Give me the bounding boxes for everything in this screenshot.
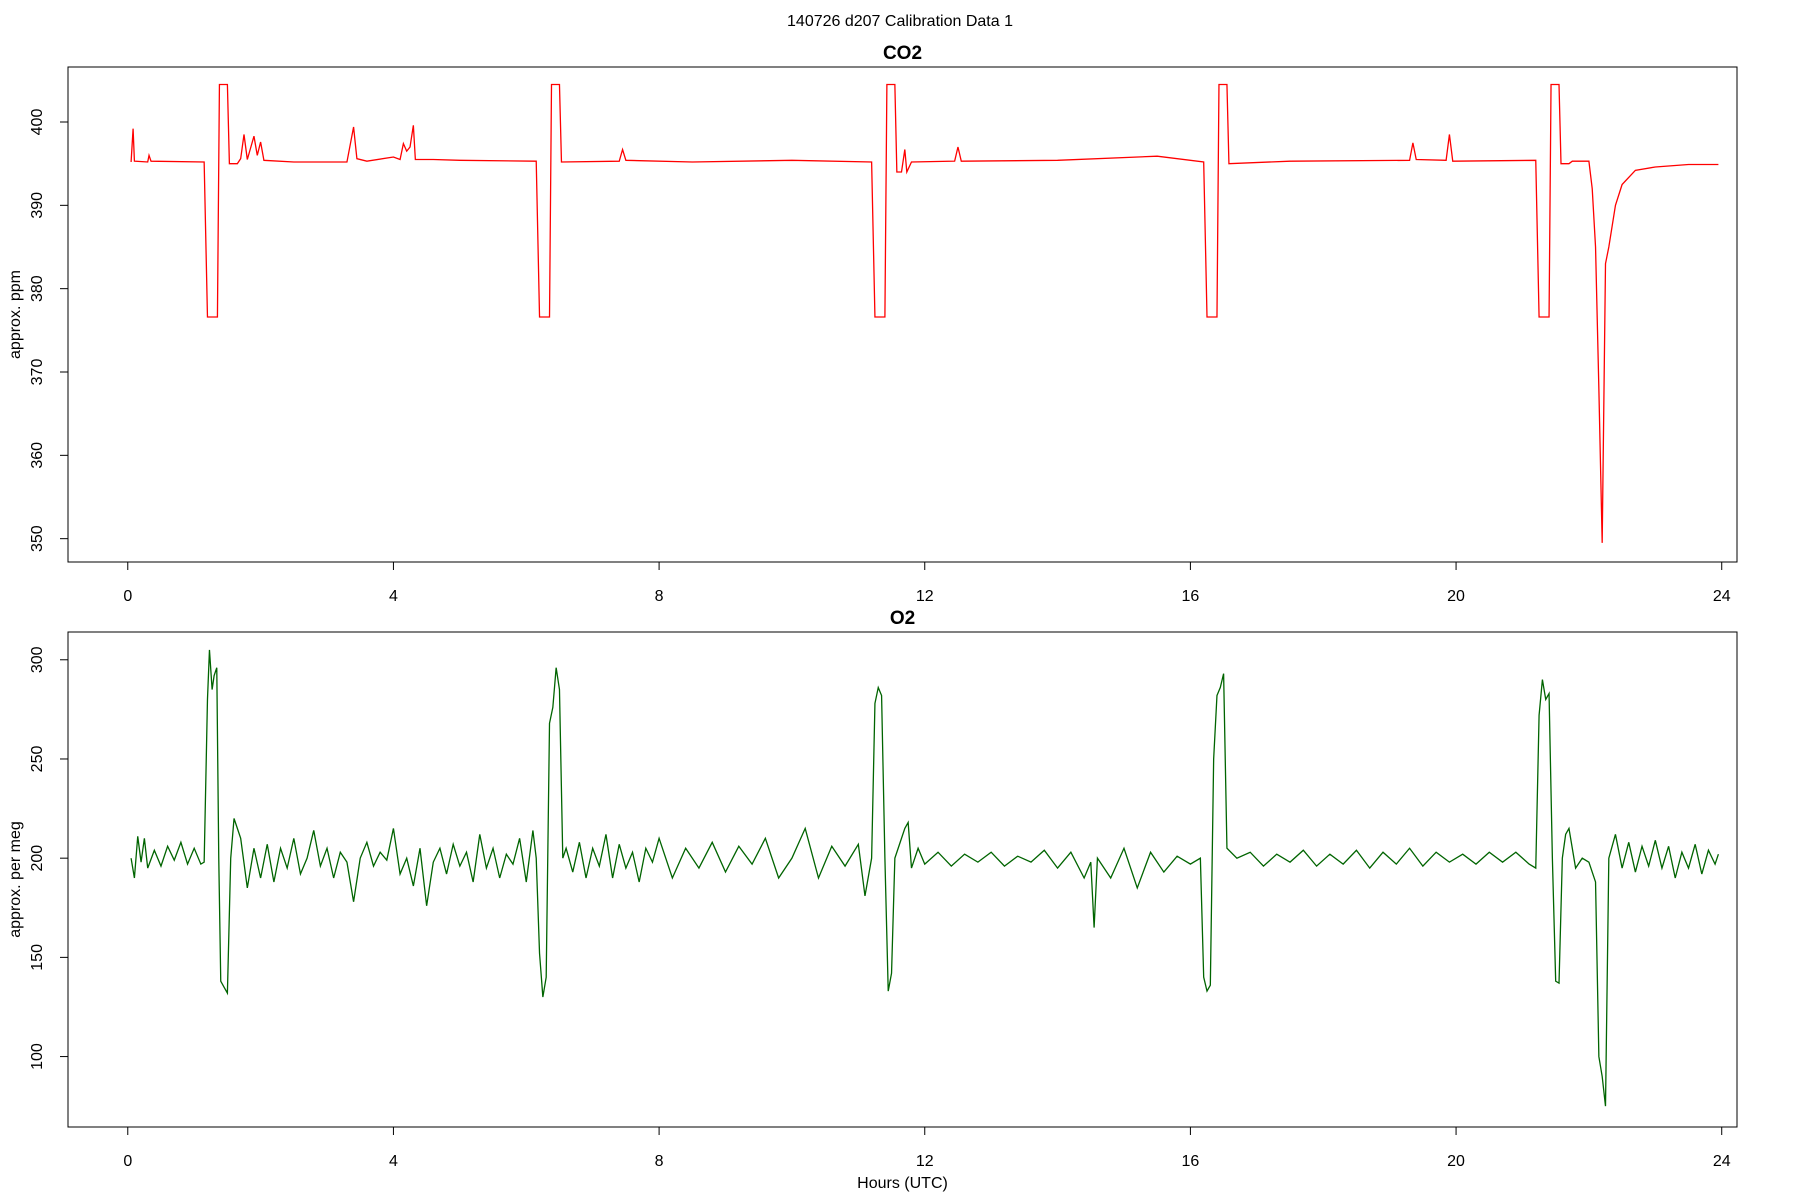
x-tick-label: 0 — [123, 588, 132, 605]
y-tick-label: 300 — [29, 646, 46, 673]
y-tick-label: 380 — [29, 275, 46, 302]
plot-frame — [67, 66, 1738, 563]
x-tick-label: 0 — [123, 1153, 132, 1170]
data-line — [130, 649, 1720, 1107]
y-tick-label: 400 — [29, 109, 46, 136]
y-tick-label: 150 — [29, 944, 46, 971]
x-tick-label: 24 — [1713, 588, 1731, 605]
y-tick-label: 360 — [29, 442, 46, 469]
x-tick-label: 8 — [655, 1153, 664, 1170]
data-line — [130, 83, 1719, 543]
y-tick-label: 370 — [29, 359, 46, 386]
panel-title: O2 — [890, 608, 915, 629]
panel-title: CO2 — [883, 43, 922, 64]
y-tick-label: 200 — [29, 845, 46, 872]
y-axis-label: approx. ppm — [7, 270, 24, 359]
x-tick-label: 12 — [916, 1153, 934, 1170]
y-tick-label: 350 — [29, 525, 46, 552]
x-tick-label: 12 — [916, 588, 934, 605]
y-tick-label: 390 — [29, 192, 46, 219]
x-tick-label: 16 — [1182, 588, 1200, 605]
plot-frame — [67, 631, 1738, 1128]
y-tick-label: 250 — [29, 746, 46, 773]
x-tick-label: 4 — [389, 588, 398, 605]
figure-title: 140726 d207 Calibration Data 1 — [787, 13, 1013, 30]
y-axis-label: approx. per meg — [7, 821, 24, 938]
x-tick-label: 16 — [1182, 1153, 1200, 1170]
x-tick-label: 4 — [389, 1153, 398, 1170]
x-tick-label: 8 — [655, 588, 664, 605]
x-axis-label: Hours (UTC) — [857, 1175, 948, 1192]
x-tick-label: 20 — [1447, 588, 1465, 605]
y-tick-label: 100 — [29, 1043, 46, 1070]
x-tick-label: 20 — [1447, 1153, 1465, 1170]
x-tick-label: 24 — [1713, 1153, 1731, 1170]
